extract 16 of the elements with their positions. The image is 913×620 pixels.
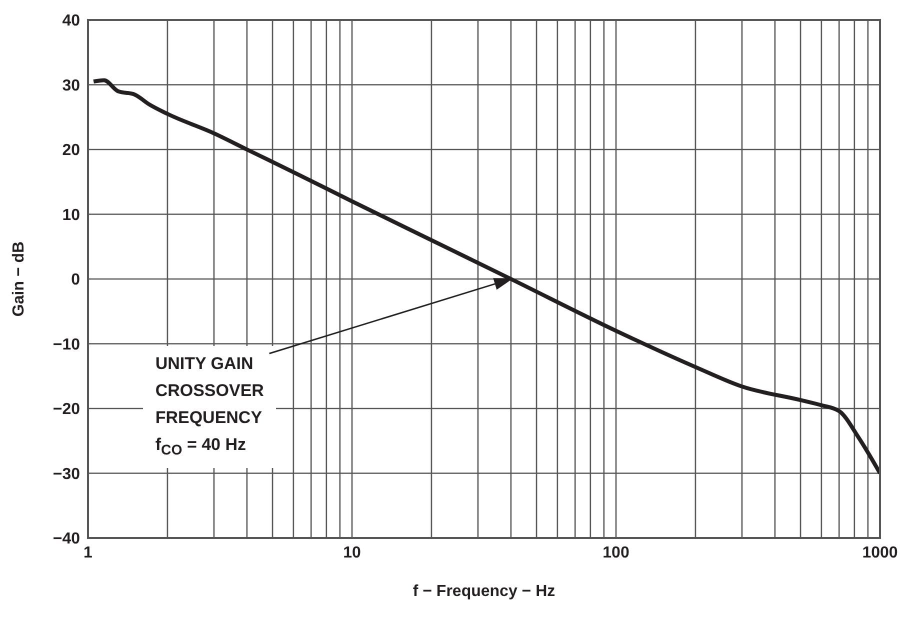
y-tick-label: −10 — [52, 336, 80, 354]
y-tick-label: 10 — [62, 206, 80, 224]
annotation: UNITY GAIN CROSSOVER FREQUENCY f$_{CO}$ = 40 Hz — [155, 352, 264, 460]
y-tick-label: 20 — [62, 142, 80, 160]
y-tick-label: 30 — [62, 77, 80, 94]
y-axis-title: Gain − dB — [10, 241, 28, 317]
y-tick-label: −30 — [52, 466, 80, 483]
x-tick-label: 1000 — [862, 544, 898, 562]
y-tick-label: 40 — [62, 12, 80, 30]
x-tick-label: 10 — [343, 544, 361, 562]
y-tick-label: −40 — [52, 530, 80, 548]
x-tick-label: 100 — [602, 544, 630, 562]
x-tick-label: 1 — [84, 544, 93, 562]
x-axis-title: f − Frequency − Hz — [412, 583, 556, 600]
y-tick-label: 0 — [71, 272, 80, 289]
y-tick-label: −20 — [52, 401, 80, 418]
